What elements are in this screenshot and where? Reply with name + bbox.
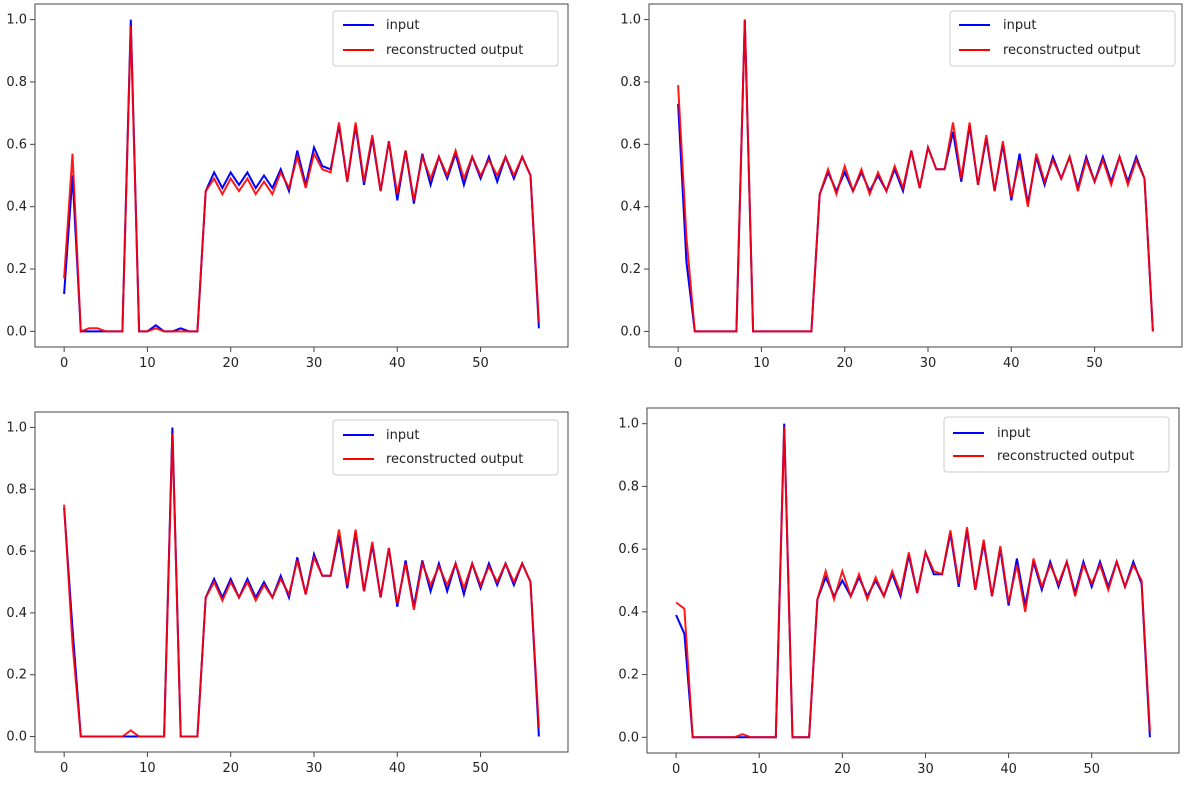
y-tick-label: 0.0 (618, 730, 639, 745)
x-tick-label: 40 (1003, 356, 1020, 371)
y-tick-label: 0.6 (6, 544, 27, 559)
x-tick-label: 40 (389, 761, 406, 776)
x-tick-label: 10 (139, 356, 156, 371)
y-tick-label: 0.0 (6, 324, 27, 339)
x-tick-label: 50 (1086, 356, 1103, 371)
chart-top-left: 0 10 20 30 40 50 0.0 0.2 0.4 0.6 0.8 1.0 input reco… (0, 0, 594, 392)
y-tick-label: 0.4 (6, 200, 27, 215)
x-tick-label: 20 (222, 761, 239, 776)
series-line-reconstructed-output (677, 19, 1154, 333)
y-tick-label: 0.8 (618, 479, 639, 494)
plot-svg: 0 10 20 30 40 50 0.0 0.2 0.4 0.6 0.8 1.0 input reco… (620, 3, 1183, 371)
y-tick-label: 0.4 (618, 605, 639, 620)
x-tick-label: 20 (836, 356, 853, 371)
y-tick-label: 0.4 (6, 606, 27, 621)
series-line-reconstructed-output (63, 433, 540, 738)
legend-label-input: input (386, 428, 419, 443)
y-tick-label: 1.0 (620, 13, 641, 28)
legend-label-reconstructed: reconstructed output (1003, 43, 1140, 58)
x-tick-label: 50 (1083, 762, 1100, 777)
y-tick-label: 0.2 (620, 262, 641, 277)
legend-label-reconstructed: reconstructed output (386, 43, 523, 58)
y-tick-label: 1.0 (6, 420, 27, 435)
y-tick-label: 0.4 (620, 200, 641, 215)
x-tick-label: 10 (751, 762, 768, 777)
chart-top-right: 0 10 20 30 40 50 0.0 0.2 0.4 0.6 0.8 1.0 input reco… (594, 0, 1187, 392)
x-tick-label: 50 (472, 761, 489, 776)
y-tick-label: 0.2 (6, 262, 27, 277)
plot-svg: 0 10 20 30 40 50 0.0 0.2 0.4 0.6 0.8 1.0 input reco… (6, 411, 569, 776)
x-tick-label: 40 (389, 356, 406, 371)
axes-frame (646, 407, 1180, 754)
legend: input reconstructed output (332, 419, 559, 476)
x-tick-label: 0 (672, 762, 680, 777)
y-tick-label: 0.8 (620, 75, 641, 90)
y-tick-label: 0.8 (6, 482, 27, 497)
x-tick-label: 40 (1000, 762, 1017, 777)
series-line-reconstructed-output (675, 426, 1151, 739)
legend-label-reconstructed: reconstructed output (386, 452, 523, 467)
x-tick-label: 50 (472, 356, 489, 371)
y-tick-label: 0.2 (618, 668, 639, 683)
y-tick-label: 0.2 (6, 668, 27, 683)
legend-label-input: input (997, 426, 1030, 441)
chart-bottom-left: 0 10 20 30 40 50 0.0 0.2 0.4 0.6 0.8 1.0 input reco… (0, 392, 594, 784)
axes-frame (648, 3, 1183, 348)
x-tick-label: 0 (60, 356, 68, 371)
y-tick-label: 0.6 (618, 542, 639, 557)
y-tick-label: 0.6 (620, 137, 641, 152)
y-tick-label: 1.0 (618, 417, 639, 432)
x-tick-label: 30 (306, 356, 323, 371)
x-tick-label: 10 (139, 761, 156, 776)
legend: input reconstructed output (943, 416, 1170, 473)
x-tick-label: 20 (222, 356, 239, 371)
plot-svg: 0 10 20 30 40 50 0.0 0.2 0.4 0.6 0.8 1.0 input reco… (6, 3, 569, 371)
x-tick-label: 30 (920, 356, 937, 371)
x-tick-label: 30 (306, 761, 323, 776)
legend-label-input: input (386, 18, 419, 33)
y-tick-label: 0.6 (6, 137, 27, 152)
y-tick-label: 0.0 (620, 324, 641, 339)
y-tick-label: 0.8 (6, 75, 27, 90)
y-tick-label: 0.0 (6, 730, 27, 745)
chart-bottom-right: 0 10 20 30 40 50 0.0 0.2 0.4 0.6 0.8 1.0 input reco… (594, 392, 1187, 784)
legend: input reconstructed output (332, 10, 559, 67)
plot-svg: 0 10 20 30 40 50 0.0 0.2 0.4 0.6 0.8 1.0 input reco… (618, 407, 1180, 777)
x-tick-label: 0 (60, 761, 68, 776)
legend: input reconstructed output (949, 10, 1176, 67)
x-tick-label: 0 (674, 356, 682, 371)
series-line-reconstructed-output (63, 25, 540, 333)
x-tick-label: 30 (917, 762, 934, 777)
x-tick-label: 10 (753, 356, 770, 371)
x-tick-label: 20 (834, 762, 851, 777)
axes-frame (34, 411, 569, 753)
axes-frame (34, 3, 569, 348)
y-tick-label: 1.0 (6, 13, 27, 28)
legend-label-reconstructed: reconstructed output (997, 449, 1134, 464)
legend-label-input: input (1003, 18, 1036, 33)
